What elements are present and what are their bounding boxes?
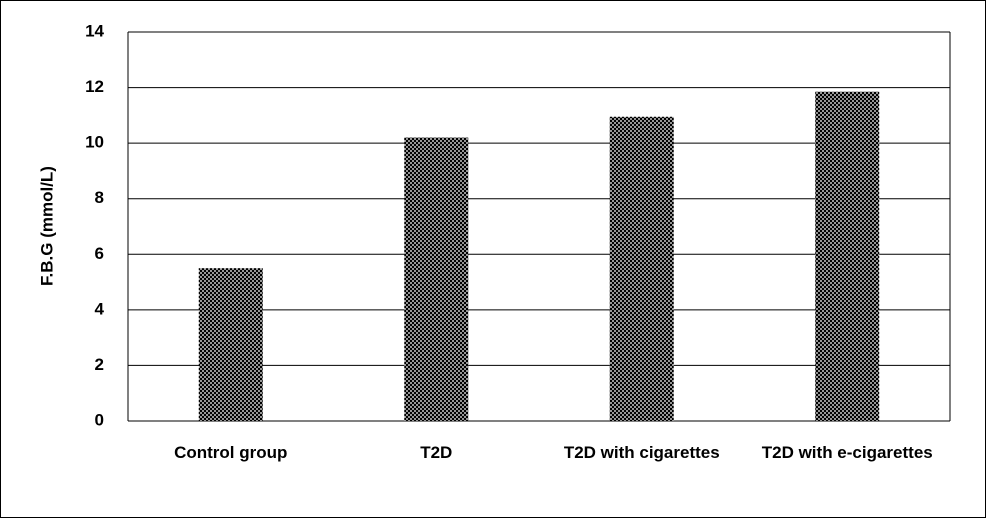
bar xyxy=(815,91,880,421)
y-tick-label: 2 xyxy=(95,355,104,374)
x-tick-label: T2D with cigarettes xyxy=(564,443,720,462)
x-tick-label: T2D xyxy=(420,443,452,462)
y-tick-label: 8 xyxy=(95,188,104,207)
y-tick-label: 12 xyxy=(85,77,104,96)
y-tick-label: 6 xyxy=(95,244,104,263)
y-tick-label: 14 xyxy=(85,21,104,40)
y-tick-label: 10 xyxy=(85,133,104,152)
bar xyxy=(404,137,469,422)
y-axis-label: F.B.G (mmol/L) xyxy=(37,166,56,286)
y-tick-label: 4 xyxy=(95,299,105,318)
bar xyxy=(609,116,674,421)
x-tick-label: Control group xyxy=(174,443,287,462)
x-tick-label: T2D with e-cigarettes xyxy=(762,443,933,462)
y-tick-label: 0 xyxy=(95,410,104,429)
bar xyxy=(198,268,263,421)
